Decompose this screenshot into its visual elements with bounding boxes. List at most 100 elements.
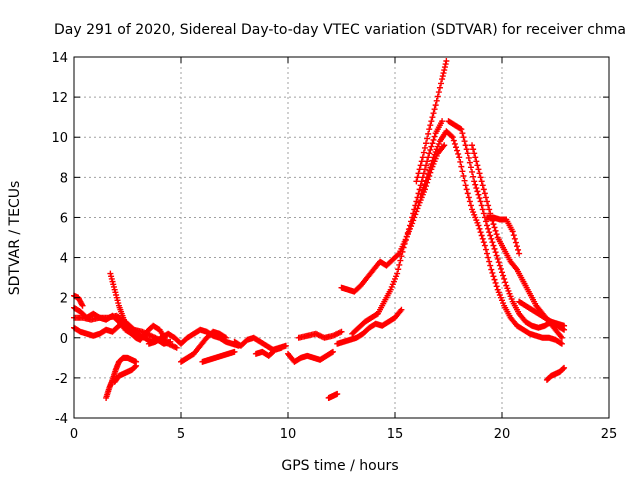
data-point bbox=[488, 235, 495, 242]
data-point bbox=[405, 226, 412, 233]
data-point bbox=[440, 70, 447, 77]
data-point bbox=[484, 222, 491, 229]
data-point bbox=[481, 242, 488, 249]
data-point bbox=[473, 158, 480, 165]
series-sat-y bbox=[543, 364, 568, 383]
data-point bbox=[417, 194, 424, 201]
data-point bbox=[424, 135, 431, 142]
data-point bbox=[443, 58, 450, 65]
data-point bbox=[416, 186, 423, 193]
data-point bbox=[486, 258, 493, 265]
data-point bbox=[493, 252, 500, 259]
data-point bbox=[411, 206, 418, 213]
data-point bbox=[480, 239, 487, 246]
series-sat-l bbox=[252, 344, 285, 359]
data-point bbox=[487, 232, 494, 239]
y-tick-label: 2 bbox=[60, 292, 68, 307]
y-axis-label: SDTVAR / TECUs bbox=[7, 181, 23, 296]
data-point bbox=[479, 182, 486, 189]
data-point bbox=[409, 214, 416, 221]
data-point bbox=[413, 198, 420, 205]
y-tick-labels: -4 -2 0 2 4 6 8 10 12 14 bbox=[51, 51, 68, 427]
data-point bbox=[329, 348, 336, 355]
data-point bbox=[404, 229, 411, 236]
data-point bbox=[477, 174, 484, 181]
data-point bbox=[469, 168, 476, 175]
data-point bbox=[448, 133, 455, 140]
data-point bbox=[479, 235, 486, 242]
data-point bbox=[475, 191, 482, 198]
data-point bbox=[462, 142, 469, 149]
data-point bbox=[474, 188, 481, 195]
chart-title: Day 291 of 2020, Sidereal Day-to-day VTE… bbox=[54, 22, 626, 38]
data-point bbox=[481, 190, 488, 197]
data-point bbox=[496, 262, 503, 269]
data-point bbox=[435, 89, 442, 96]
data-point bbox=[491, 224, 498, 231]
data-point bbox=[434, 93, 441, 100]
y-tick-label: -2 bbox=[55, 372, 68, 387]
data-point bbox=[278, 344, 285, 351]
data-point bbox=[513, 243, 520, 250]
data-point bbox=[429, 114, 436, 121]
data-point bbox=[490, 242, 497, 249]
data-point bbox=[442, 61, 449, 68]
data-point bbox=[460, 134, 467, 141]
series-sat-x bbox=[516, 298, 568, 333]
series-sat-m bbox=[285, 348, 336, 365]
data-point bbox=[419, 187, 426, 194]
data-point bbox=[456, 154, 463, 161]
data-point bbox=[427, 164, 434, 171]
data-point bbox=[418, 158, 425, 165]
data-point bbox=[487, 262, 494, 269]
data-point bbox=[490, 273, 497, 280]
data-point bbox=[484, 198, 491, 205]
data-point bbox=[516, 250, 523, 257]
data-point bbox=[476, 195, 483, 202]
y-tick-label: 6 bbox=[60, 211, 68, 226]
data-point bbox=[512, 239, 519, 246]
data-point bbox=[421, 144, 428, 151]
data-point bbox=[433, 97, 440, 104]
data-point bbox=[334, 390, 341, 397]
y-tick-label: 12 bbox=[51, 91, 68, 106]
series-sat-u bbox=[445, 118, 568, 331]
data-point bbox=[426, 167, 433, 174]
data-point bbox=[510, 232, 517, 239]
y-tick-label: 14 bbox=[51, 51, 68, 66]
data-point bbox=[561, 326, 568, 333]
data-point bbox=[469, 142, 476, 149]
data-point bbox=[452, 144, 459, 151]
data-point bbox=[476, 225, 483, 232]
data-point bbox=[430, 136, 437, 143]
data-point bbox=[429, 140, 436, 147]
data-point bbox=[222, 334, 229, 341]
data-point bbox=[439, 76, 446, 83]
data-point bbox=[403, 233, 410, 240]
data-point bbox=[485, 202, 492, 209]
data-point bbox=[488, 266, 495, 273]
data-point bbox=[489, 269, 496, 276]
data-point bbox=[457, 158, 464, 165]
data-point bbox=[472, 154, 479, 161]
data-point bbox=[417, 182, 424, 189]
data-point bbox=[467, 164, 474, 171]
series-sat-o bbox=[325, 390, 341, 401]
data-point bbox=[477, 229, 484, 236]
data-point bbox=[431, 106, 438, 113]
data-point bbox=[478, 178, 485, 185]
data-point bbox=[406, 222, 413, 229]
data-point bbox=[396, 261, 403, 268]
data-point bbox=[458, 126, 465, 133]
data-point bbox=[493, 231, 500, 238]
data-point bbox=[418, 191, 425, 198]
data-point bbox=[424, 158, 431, 165]
grid-lines bbox=[74, 57, 609, 418]
data-point bbox=[500, 272, 507, 279]
data-point bbox=[425, 170, 432, 177]
data-point bbox=[480, 210, 487, 217]
data-point bbox=[400, 244, 407, 251]
data-point bbox=[463, 186, 470, 193]
data-point bbox=[410, 210, 417, 217]
